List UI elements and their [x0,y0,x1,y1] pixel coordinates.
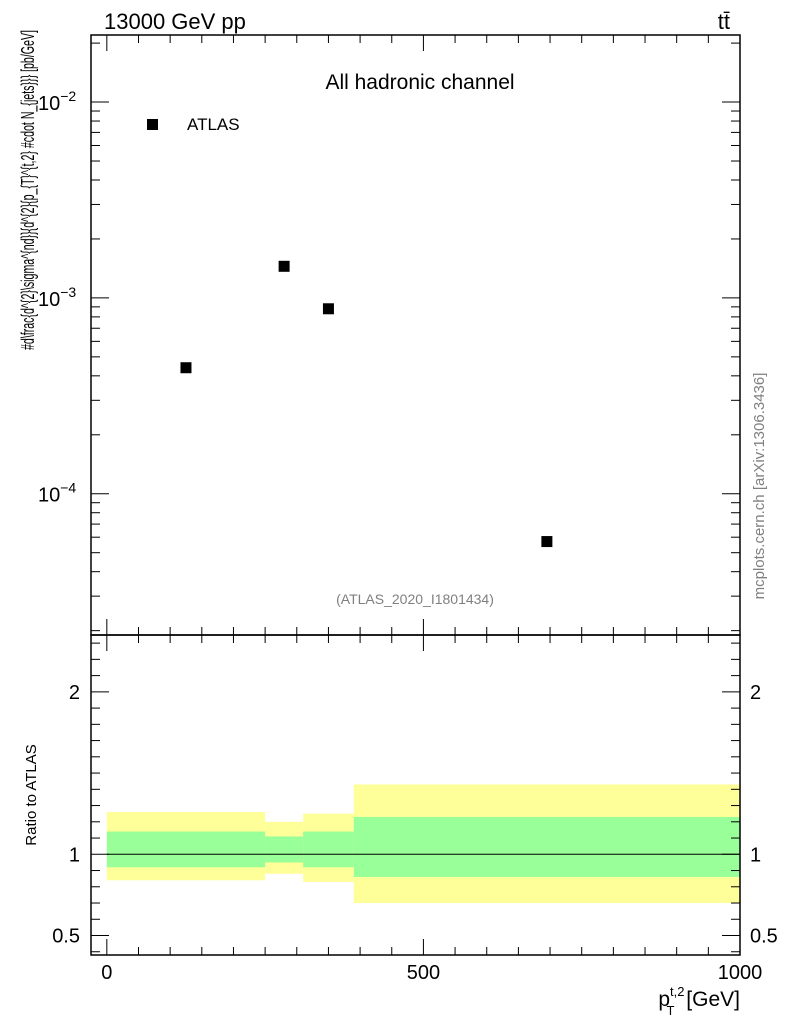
analysis-label: (ATLAS_2020_I1801434) [336,591,494,607]
ratio-frame [90,634,741,956]
inner-band [265,836,304,863]
y-tick-label: 10−2 [38,88,76,115]
main-panel: All hadronic channel ATLAS (ATLAS_2020_I… [18,30,741,636]
main-y-axis-label: #d\frac{d^{2}\sigma^{nd}}{d^{2}{p_{T}^{t… [18,30,39,350]
x-tick-label: 500 [407,962,440,984]
inner-band [106,831,266,868]
ratio-tick-labels: 0.5 0.5 1 1 2 2 0 500 1000 [52,682,778,984]
ratio-y-tick-label-left: 2 [69,682,80,704]
inner-band [353,816,740,878]
process-label: tt̄ [718,9,730,34]
data-point [541,536,553,548]
ratio-ticks [91,635,741,955]
ratio-panel: 0.5 0.5 1 1 2 2 0 500 1000 Ratio to ATLAS pt,2 T … [23,634,778,1018]
data-point [278,260,290,272]
ratio-y-tick-label-right: 2 [750,682,761,704]
legend-label-atlas: ATLAS [187,115,240,134]
ratio-bands [106,784,740,904]
inner-band [303,831,354,868]
x-tick-label: 0 [101,962,112,984]
legend-marker-atlas [147,119,158,130]
x-tick-label: 1000 [718,962,763,984]
main-marks [180,260,553,548]
main-y-tick-labels: 10−2 10−3 10−4 [38,88,76,507]
watermark: mcplots.cern.ch [arXiv:1306.3436] [751,373,768,600]
ratio-y-tick-label-left: 0.5 [52,926,80,948]
energy-label: 13000 GeV pp [104,9,246,34]
data-point [180,362,192,374]
ratio-y-tick-label-right: 1 [750,844,761,866]
data-point [322,303,334,315]
ratio-y-axis-label: Ratio to ATLAS [23,744,40,845]
ratio-y-tick-label-left: 1 [69,844,80,866]
chart-title: All hadronic channel [325,71,514,94]
y-tick-label: 10−4 [38,480,76,507]
y-tick-label: 10−3 [38,284,76,311]
x-axis-label: pt,2 T [GeV] [658,984,740,1018]
ratio-y-tick-label-right: 0.5 [750,926,778,948]
main-ticks [91,35,741,635]
